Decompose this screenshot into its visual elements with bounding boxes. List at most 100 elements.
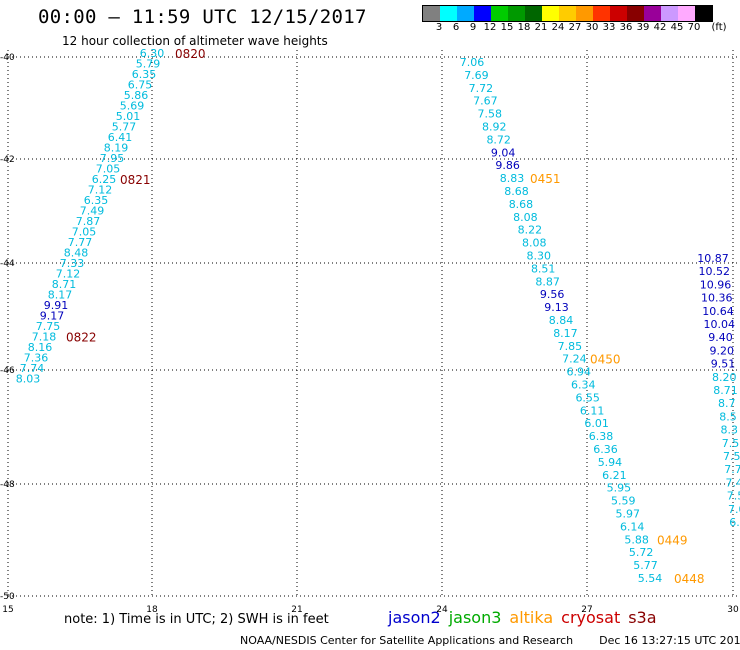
wave-height-value: 7.06 [460,56,485,69]
wave-height-value: 8.03 [16,373,41,386]
longitude-tick: 27 [581,605,592,615]
wave-height-value: 8.72 [486,133,511,146]
colorbar-cell [542,6,559,21]
wave-height-value: 6.30 [140,47,165,60]
wave-height-value: 7.67 [473,95,498,108]
wave-height-value: 7.49 [80,205,105,218]
colorbar-label: 18 [517,22,531,33]
wave-height-value: 10.96 [700,278,732,291]
wave-height-value: 7.5 [723,450,740,463]
colorbar-labels: 3 6 9 12 15 18 21 24 27 30 33 36 39 42 45 70 (ft) [422,22,740,34]
wave-height-value: 10.04 [704,318,736,331]
colorbar-label: 12 [483,22,497,33]
wave-height-value: 9.17 [40,310,65,323]
longitude-tick: 21 [291,605,302,615]
altimeter-track-3: 10.8710.5210.9610.3610.6410.049.409.209.… [697,252,740,529]
colorbar-cell [627,6,644,21]
wave-height-value: 6.01 [584,417,609,430]
units-note: note: 1) Time is in UTC; 2) SWH is in fe… [64,612,329,627]
wave-height-value: 7.77 [68,236,93,249]
wave-height-value: 6.35 [84,194,109,207]
wave-height-value: 7.36 [24,352,49,365]
wave-height-value: 8.08 [522,237,547,250]
wave-height-value: 7.95 [100,152,125,165]
wave-height-value: 5.79 [136,58,161,71]
wave-height-value: 8.19 [104,142,129,155]
wave-height-value: 10.87 [697,252,729,265]
wave-height-value: 6.75 [128,79,153,92]
wave-height-value: 5.77 [112,121,137,134]
latitude-tick: -42 [0,155,15,165]
colorbar-cell [593,6,610,21]
wave-height-value: 9.51 [711,358,736,371]
wave-height-value: 6.9 [729,516,740,529]
legend-jason2: jason2 [388,608,441,627]
wave-height-value: 6.34 [571,379,596,392]
latitude-tick: -44 [0,259,15,269]
wave-height-value: 7.87 [76,215,101,228]
wave-height-value: 8.22 [518,224,543,237]
colorbar-label: (ft) [711,22,727,33]
wave-height-value: 8.08 [513,211,538,224]
colorbar-cell [525,6,542,21]
colorbar-label: 45 [670,22,684,33]
map-subtitle: 12 hour collection of altimeter wave hei… [62,34,328,48]
wave-height-value: 9.13 [544,301,569,314]
wave-height-value: 7.18 [32,331,57,344]
colorbar-cell [661,6,678,21]
wave-height-value: 8.3 [721,424,739,437]
wave-height-value: 10.52 [699,265,731,278]
wave-height-value: 10.36 [701,292,733,305]
latitude-tick: -48 [0,480,15,490]
wave-height-value: 6.14 [620,520,645,533]
colorbar-label: 6 [452,22,460,33]
map-title: 00:00 – 11:59 UTC 12/15/2017 [38,6,367,28]
wave-height-value: 5.88 [624,533,649,546]
wave-height-value: 5.01 [116,110,141,123]
colorbar-cell [559,6,576,21]
wave-height-value: 7.12 [88,184,113,197]
wave-height-value: 8.71 [52,278,77,291]
wave-height-value: 6.38 [589,430,614,443]
colorbar-cell [678,6,695,21]
map-tick-labels: 15 18 21 24 27 30 -40 -42 -44 -46 -48 -50 [0,53,739,615]
colorbar-label: 27 [568,22,582,33]
wave-height-value: 7.85 [558,340,583,353]
wave-height-value: 5.94 [598,456,623,469]
wave-height-value: 9.91 [44,299,69,312]
colorbar-cell [423,6,440,21]
colorbar-cell [610,6,627,21]
wave-height-value: 9.86 [495,159,520,172]
wave-height-value: 8.71 [713,384,738,397]
wave-height-value: 5.77 [633,559,658,572]
wave-height-value: 7.5 [722,437,740,450]
colorbar-label: 9 [469,22,477,33]
colorbar-label: 33 [602,22,616,33]
wave-height-value: 7.05 [72,226,97,239]
wave-height-value: 6.25 [92,173,117,186]
colorbar-label: 21 [534,22,548,33]
legend-s3a: s3a [628,608,657,627]
colorbar-cell [491,6,508,21]
colorbar-cell [576,6,593,21]
pass-time-label: 0448 [674,572,705,586]
colorbar-cell [457,6,474,21]
wave-height-value: 9.56 [540,288,565,301]
wave-height-value: 10.64 [702,305,734,318]
legend-jason3: jason3 [448,608,502,627]
pass-time-label: 0450 [590,353,621,367]
wave-height-value: 8.68 [509,198,534,211]
colorbar-cell [508,6,525,21]
wave-height-value: 5.59 [611,495,636,508]
wave-height-value: 6.35 [132,68,157,81]
wave-height-value: 7.58 [478,108,503,121]
wave-height-value: 8.51 [531,262,556,275]
altimeter-tracks: 6.305.796.356.755.865.695.015.776.418.19… [16,47,740,586]
wave-height-value: 7.5 [727,490,740,503]
pass-time-label: 0451 [530,172,561,186]
colorbar-cell [644,6,661,21]
altimeter-track-2: 7.067.697.727.677.588.928.729.049.868.83… [460,56,705,586]
wave-height-value: 6.36 [593,443,618,456]
wave-height-value: 7.05 [96,163,121,176]
